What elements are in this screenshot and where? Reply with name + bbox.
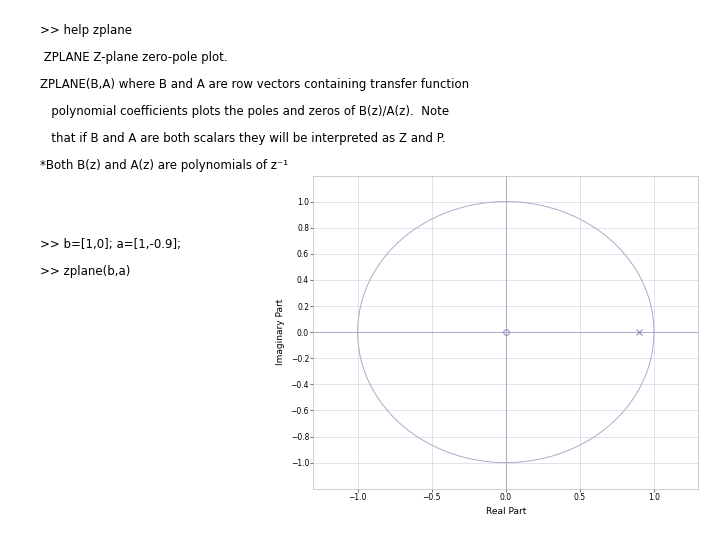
Text: >> help zplane: >> help zplane (40, 24, 132, 37)
Text: *Both B(z) and A(z) are polynomials of z⁻¹: *Both B(z) and A(z) are polynomials of z… (40, 159, 288, 172)
Text: >> b=[1,0]; a=[1,-0.9];: >> b=[1,0]; a=[1,-0.9]; (40, 238, 181, 251)
Text: that if B and A are both scalars they will be interpreted as Z and P.: that if B and A are both scalars they wi… (40, 132, 445, 145)
Text: ZPLANE Z-plane zero-pole plot.: ZPLANE Z-plane zero-pole plot. (40, 51, 228, 64)
Y-axis label: Imaginary Part: Imaginary Part (276, 299, 285, 365)
Text: polynomial coefficients plots the poles and zeros of B(z)/A(z).  Note: polynomial coefficients plots the poles … (40, 105, 449, 118)
Text: >> zplane(b,a): >> zplane(b,a) (40, 265, 130, 278)
X-axis label: Real Part: Real Part (485, 508, 526, 516)
Text: ZPLANE(B,A) where B and A are row vectors containing transfer function: ZPLANE(B,A) where B and A are row vector… (40, 78, 469, 91)
